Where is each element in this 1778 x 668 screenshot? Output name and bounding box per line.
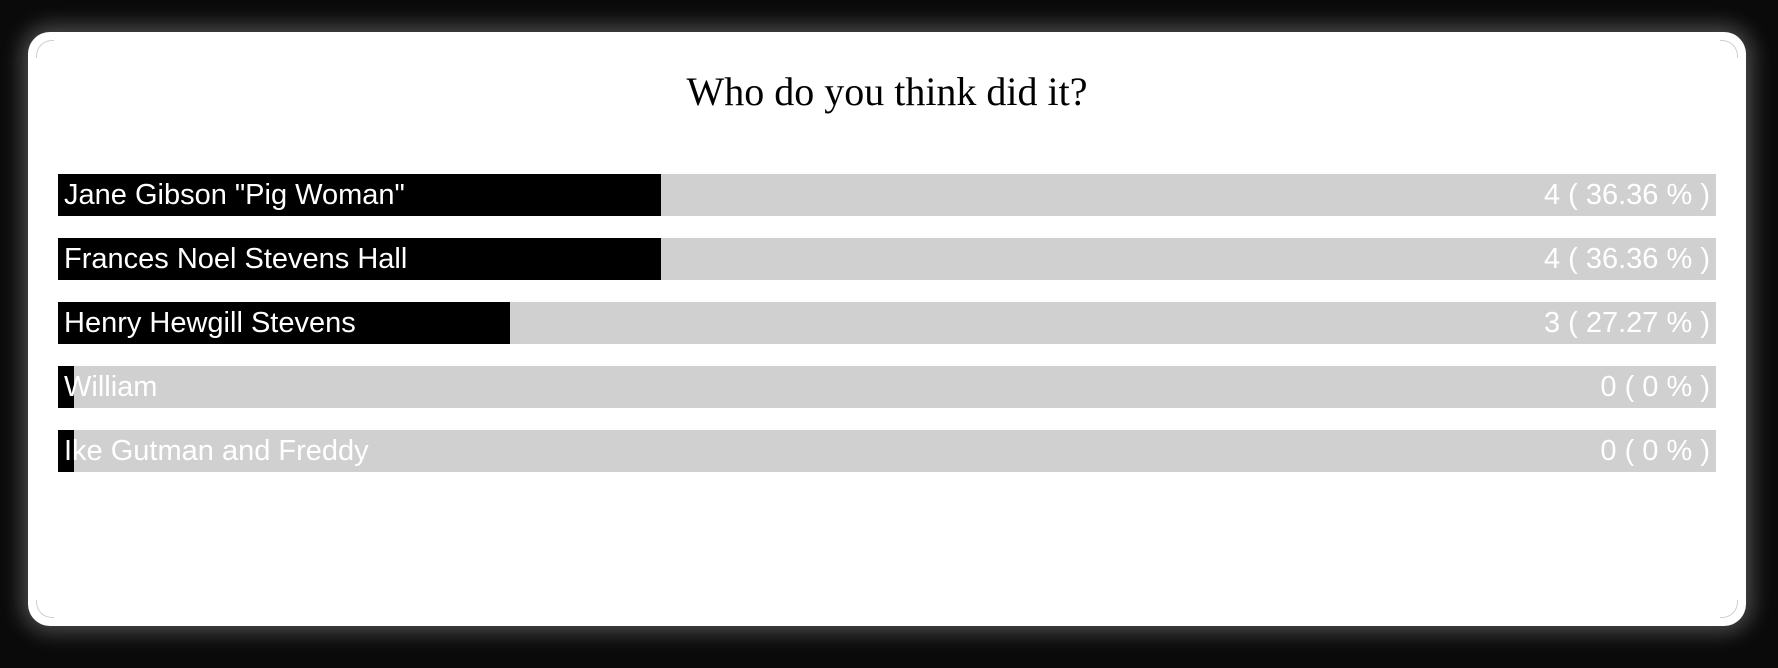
- poll-title: Who do you think did it?: [686, 69, 1088, 114]
- corner-decoration: [1720, 40, 1738, 58]
- vote-bar-fill: [58, 302, 511, 344]
- vote-bar-fill: [58, 174, 661, 216]
- option-votes: 0 ( 0 % ): [1600, 371, 1710, 403]
- vote-bar-fill: [58, 430, 74, 472]
- vote-bar-fill: [58, 238, 661, 280]
- poll-card: Who do you think did it? Jane Gibson "Pi…: [28, 32, 1746, 626]
- option-votes: 0 ( 0 % ): [1600, 435, 1710, 467]
- poll-results: Jane Gibson "Pig Woman" 4 ( 36.36 % ) Fr…: [58, 174, 1716, 494]
- option-votes: 4 ( 36.36 % ): [1543, 243, 1710, 275]
- option-label: Henry Hewgill Stevens: [64, 307, 356, 339]
- poll-option-ike-gutman: Ike Gutman and Freddy 0 ( 0 % ): [58, 430, 1716, 472]
- poll-option-frances-hall: Frances Noel Stevens Hall 4 ( 36.36 % ): [58, 238, 1716, 280]
- option-label: Jane Gibson "Pig Woman": [64, 179, 405, 211]
- poll-option-william: William 0 ( 0 % ): [58, 366, 1716, 408]
- vote-bar-fill: [58, 366, 74, 408]
- option-votes: 3 ( 27.27 % ): [1543, 307, 1710, 339]
- option-label: William: [64, 371, 158, 403]
- corner-decoration: [1720, 600, 1738, 618]
- poll-option-henry-stevens: Henry Hewgill Stevens 3 ( 27.27 % ): [58, 302, 1716, 344]
- poll-option-jane-gibson: Jane Gibson "Pig Woman" 4 ( 36.36 % ): [58, 174, 1716, 216]
- option-label: Frances Noel Stevens Hall: [64, 243, 408, 275]
- corner-decoration: [36, 600, 54, 618]
- option-votes: 4 ( 36.36 % ): [1543, 179, 1710, 211]
- option-label: Ike Gutman and Freddy: [64, 435, 369, 467]
- corner-decoration: [36, 40, 54, 58]
